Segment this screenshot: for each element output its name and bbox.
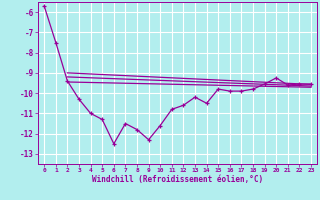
X-axis label: Windchill (Refroidissement éolien,°C): Windchill (Refroidissement éolien,°C) (92, 175, 263, 184)
